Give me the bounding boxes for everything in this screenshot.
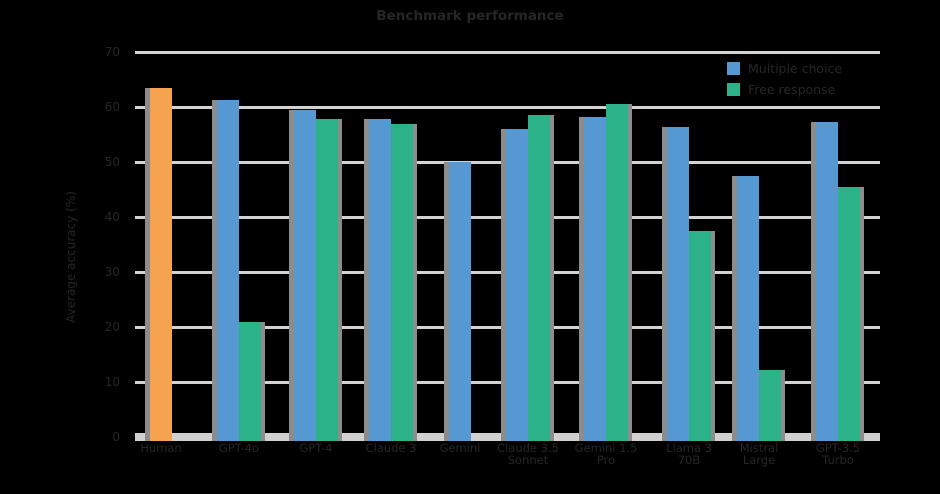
bar-blue-4 [444, 162, 471, 441]
bar-green-3 [391, 123, 417, 441]
x-axis-label-line: Llama 3 [666, 441, 712, 455]
x-axis-label-line: Gemini [439, 441, 481, 455]
y-tick-label: 20 [104, 320, 120, 334]
bar-green-7 [689, 230, 715, 442]
x-axis-label-line: GPT-4 [299, 441, 333, 455]
bar-blue-1 [212, 100, 239, 441]
y-tick-label: 50 [104, 155, 120, 169]
x-axis-label: GPT-3.5 Turbo [778, 441, 898, 467]
legend: Multiple choice Free response [727, 59, 842, 101]
x-axis-label: Mistral Large [699, 441, 819, 467]
legend-item: Free response [727, 80, 842, 99]
x-axis-label-line: Large [742, 452, 776, 467]
bar-orange-0 [145, 87, 172, 442]
bar-blue-2 [289, 109, 316, 442]
y-tick-label: 10 [104, 375, 120, 389]
x-axis-label: GPT-4 [256, 441, 376, 455]
x-axis-label-line: Claude 3 [365, 441, 417, 455]
x-axis-label-line: Claude 3.5 [497, 441, 559, 455]
bar-green-2 [316, 119, 342, 441]
legend-label: Multiple choice [748, 61, 843, 76]
x-axis-label: Gemini [400, 441, 520, 455]
bar-green-6 [606, 104, 632, 441]
x-axis-label-line: Gemini 1.5 [574, 441, 638, 455]
legend-item: Multiple choice [727, 59, 842, 78]
y-tick-label: 0 [112, 430, 120, 444]
x-axis-label-line: Pro [596, 452, 616, 467]
x-axis-label: Gemini 1.5 Pro [546, 441, 666, 467]
x-axis-label-line: Mistral [739, 441, 779, 455]
bar-green-9 [838, 186, 864, 442]
legend-swatch-icon [727, 62, 740, 75]
bar-green-1 [239, 321, 265, 441]
chart-title: Benchmark performance [376, 8, 564, 24]
x-axis-label-line: Turbo [822, 452, 854, 467]
bar-blue-3 [364, 119, 391, 441]
x-axis-label: Claude 3 [331, 441, 451, 455]
bar-blue-7 [662, 127, 689, 441]
gridline [135, 105, 880, 109]
legend-label: Free response [748, 82, 836, 97]
x-axis-label: Claude 3.5 Sonnet [468, 441, 588, 467]
x-axis-label-line: 70B [677, 452, 701, 467]
legend-swatch-icon [727, 83, 740, 96]
x-axis-label: Human [101, 441, 221, 455]
x-axis-label-line: GPT-3.5 [815, 441, 861, 455]
x-axis-label-line: Human [140, 441, 182, 455]
gridline [135, 50, 880, 54]
x-axis-label: Llama 3 70B [629, 441, 749, 467]
bar-blue-8 [732, 175, 759, 442]
bar-green-8 [759, 369, 785, 442]
y-tick-label: 30 [104, 265, 120, 279]
bar-blue-9 [811, 122, 838, 441]
x-axis-label: GPT-4o [179, 441, 299, 455]
y-tick-label: 70 [104, 45, 120, 59]
x-axis-label-line: Sonnet [507, 452, 549, 467]
bar-blue-6 [579, 116, 606, 442]
y-tick-label: 40 [104, 210, 120, 224]
bar-green-5 [528, 114, 554, 442]
x-axis-label-line: GPT-4o [218, 441, 260, 455]
y-tick-label: 60 [104, 100, 120, 114]
bar-blue-5 [501, 129, 528, 441]
